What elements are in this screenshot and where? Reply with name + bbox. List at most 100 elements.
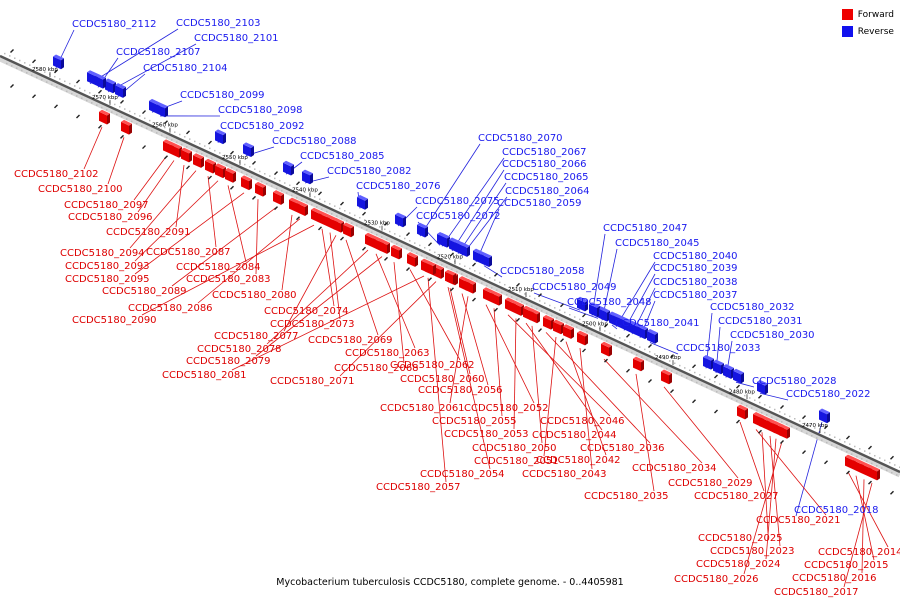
forward-gene-label[interactable]: CCDC5180_2024 xyxy=(696,559,781,570)
reverse-gene-label[interactable]: CCDC5180_2028 xyxy=(752,376,837,387)
forward-gene-label[interactable]: CCDC5180_2025 xyxy=(698,533,783,544)
reverse-gene-label[interactable]: CCDC5180_2030 xyxy=(730,330,815,341)
reverse-gene-label[interactable]: CCDC5180_2072 xyxy=(416,211,501,222)
reverse-gene-label[interactable]: CCDC5180_2098 xyxy=(218,105,303,116)
forward-gene-label[interactable]: CCDC5180_2102 xyxy=(14,169,99,180)
reverse-gene-label[interactable]: CCDC5180_2048 xyxy=(567,297,652,308)
forward-gene-label[interactable]: CCDC5180_2090 xyxy=(72,315,157,326)
forward-gene-label[interactable]: CCDC5180_2043 xyxy=(522,469,607,480)
reverse-gene-label[interactable]: CCDC5180_2038 xyxy=(653,277,738,288)
forward-gene-label[interactable]: CCDC5180_2046 xyxy=(540,416,625,427)
reverse-gene-label[interactable]: CCDC5180_2031 xyxy=(718,316,803,327)
forward-gene-label[interactable]: CCDC5180_2053 xyxy=(444,429,529,440)
reverse-gene-label[interactable]: CCDC5180_2092 xyxy=(220,121,305,132)
forward-gene-label[interactable]: CCDC5180_2093 xyxy=(65,261,150,272)
ruler-dot xyxy=(26,72,28,74)
forward-gene-label[interactable]: CCDC5180_2054 xyxy=(420,469,505,480)
forward-gene-label[interactable]: CCDC5180_2084 xyxy=(176,262,261,273)
forward-gene-label[interactable]: CCDC5180_2095 xyxy=(65,274,150,285)
reverse-gene-label[interactable]: CCDC5180_2088 xyxy=(272,136,357,147)
forward-gene-label[interactable]: CCDC5180_2083 xyxy=(186,274,271,285)
ruler-dot xyxy=(886,470,888,472)
reverse-gene-label[interactable]: CCDC5180_2041 xyxy=(615,318,700,329)
ruler-dot xyxy=(611,342,613,344)
forward-gene-label[interactable]: CCDC5180_2056 xyxy=(418,385,503,396)
forward-gene-label[interactable]: CCDC5180_2036 xyxy=(580,443,665,454)
reverse-gene-label[interactable]: CCDC5180_2022 xyxy=(786,389,871,400)
forward-gene-label[interactable]: CCDC5180_2086 xyxy=(128,303,213,314)
ruler-dot xyxy=(766,414,768,416)
forward-gene-label[interactable]: CCDC5180_2061 xyxy=(380,403,465,414)
forward-gene-label[interactable]: CCDC5180_2063 xyxy=(345,348,430,359)
reverse-gene-label[interactable]: CCDC5180_2085 xyxy=(300,151,385,162)
forward-gene-label[interactable]: CCDC5180_2060 xyxy=(400,374,485,385)
forward-gene-label[interactable]: CCDC5180_2074 xyxy=(264,306,349,317)
forward-gene-label[interactable]: CCDC5180_2077 xyxy=(214,331,299,342)
forward-gene-label[interactable]: CCDC5180_2078 xyxy=(197,344,282,355)
forward-gene-label[interactable]: CCDC5180_2091 xyxy=(106,227,191,238)
reverse-gene-label[interactable]: CCDC5180_2082 xyxy=(327,166,412,177)
reverse-gene-label[interactable]: CCDC5180_2040 xyxy=(653,251,738,262)
forward-gene-label[interactable]: CCDC5180_2021 xyxy=(756,515,841,526)
forward-gene-label[interactable]: CCDC5180_2071 xyxy=(270,376,355,387)
ruler-dot xyxy=(689,369,691,371)
forward-gene-label[interactable]: CCDC5180_2034 xyxy=(632,463,717,474)
reverse-gene-label[interactable]: CCDC5180_2076 xyxy=(356,181,441,192)
ruler-dot xyxy=(504,284,506,286)
forward-gene-label[interactable]: CCDC5180_2052 xyxy=(464,403,549,414)
forward-gene-label[interactable]: CCDC5180_2017 xyxy=(774,587,859,598)
forward-gene-label[interactable]: CCDC5180_2087 xyxy=(146,247,231,258)
reverse-gene-label[interactable]: CCDC5180_2112 xyxy=(72,19,157,30)
reverse-gene-label[interactable]: CCDC5180_2047 xyxy=(603,223,688,234)
ruler-dot xyxy=(506,294,508,296)
reverse-gene-label[interactable]: CCDC5180_2049 xyxy=(532,282,617,293)
reverse-gene-label[interactable]: CCDC5180_2065 xyxy=(504,172,589,183)
forward-gene-label[interactable]: CCDC5180_2050 xyxy=(472,443,557,454)
reverse-gene-label[interactable]: CCDC5180_2103 xyxy=(176,18,261,29)
forward-gene-label[interactable]: CCDC5180_2100 xyxy=(38,184,123,195)
reverse-gene-label[interactable]: CCDC5180_2067 xyxy=(502,147,587,158)
reverse-gene-label[interactable]: CCDC5180_2075 xyxy=(415,196,500,207)
backbone-dash xyxy=(759,430,762,433)
forward-gene-label[interactable]: CCDC5180_2062 xyxy=(390,360,475,371)
reverse-gene-label[interactable]: CCDC5180_2039 xyxy=(653,263,738,274)
ruler-dot xyxy=(339,208,341,210)
forward-gene-label[interactable]: CCDC5180_2055 xyxy=(432,416,517,427)
forward-gene-label[interactable]: CCDC5180_2080 xyxy=(212,290,297,301)
forward-gene-label[interactable]: CCDC5180_2015 xyxy=(804,560,889,571)
reverse-gene-label[interactable]: CCDC5180_2037 xyxy=(653,290,738,301)
forward-gene-label[interactable]: CCDC5180_2096 xyxy=(68,212,153,223)
forward-gene-label[interactable]: CCDC5180_2057 xyxy=(376,482,461,493)
reverse-gene-label[interactable]: CCDC5180_2059 xyxy=(497,198,582,209)
ruler-dot xyxy=(54,76,56,78)
ruler-dot xyxy=(579,319,581,321)
reverse-gene-label[interactable]: CCDC5180_2032 xyxy=(710,302,795,313)
reverse-gene-label[interactable]: CCDC5180_2099 xyxy=(180,90,265,101)
reverse-gene-label[interactable]: CCDC5180_2066 xyxy=(502,159,587,170)
reverse-gene-label[interactable]: CCDC5180_2058 xyxy=(500,266,585,277)
forward-gene-label[interactable]: CCDC5180_2042 xyxy=(536,455,621,466)
backbone-dash xyxy=(209,176,212,179)
reverse-gene-label[interactable]: CCDC5180_2101 xyxy=(194,33,279,44)
reverse-gene-label[interactable]: CCDC5180_2045 xyxy=(615,238,700,249)
forward-gene-label[interactable]: CCDC5180_2023 xyxy=(710,546,795,557)
forward-gene-label[interactable]: CCDC5180_2079 xyxy=(186,356,271,367)
forward-gene-label[interactable]: CCDC5180_2073 xyxy=(270,319,355,330)
reverse-gene-label[interactable]: CCDC5180_2070 xyxy=(478,133,563,144)
reverse-gene-label[interactable]: CCDC5180_2064 xyxy=(505,186,590,197)
forward-gene-label[interactable]: CCDC5180_2089 xyxy=(102,286,187,297)
forward-gene-label[interactable]: CCDC5180_2014 xyxy=(818,547,900,558)
ruler-dot xyxy=(321,208,323,210)
forward-gene-label[interactable]: CCDC5180_2027 xyxy=(694,491,779,502)
forward-gene-label[interactable]: CCDC5180_2029 xyxy=(668,478,753,489)
forward-gene-label[interactable]: CCDC5180_2097 xyxy=(64,200,149,211)
forward-gene-label[interactable]: CCDC5180_2069 xyxy=(308,335,393,346)
reverse-gene-label[interactable]: CCDC5180_2033 xyxy=(676,343,761,354)
forward-gene-label[interactable]: CCDC5180_2081 xyxy=(162,370,247,381)
reverse-gene-label[interactable]: CCDC5180_2104 xyxy=(143,63,228,74)
reverse-gene-label[interactable]: CCDC5180_2107 xyxy=(116,47,201,58)
forward-gene-label[interactable]: CCDC5180_2044 xyxy=(532,430,617,441)
forward-gene-label[interactable]: CCDC5180_2035 xyxy=(584,491,669,502)
forward-gene-label[interactable]: CCDC5180_2094 xyxy=(60,248,145,259)
ruler-dot xyxy=(754,400,756,402)
